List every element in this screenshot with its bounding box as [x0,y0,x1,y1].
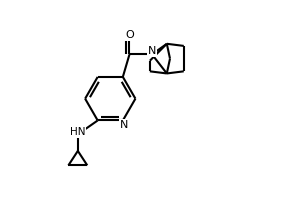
Text: N: N [148,46,156,56]
Text: HN: HN [70,127,85,137]
Text: O: O [125,30,134,40]
Text: N: N [120,120,128,130]
